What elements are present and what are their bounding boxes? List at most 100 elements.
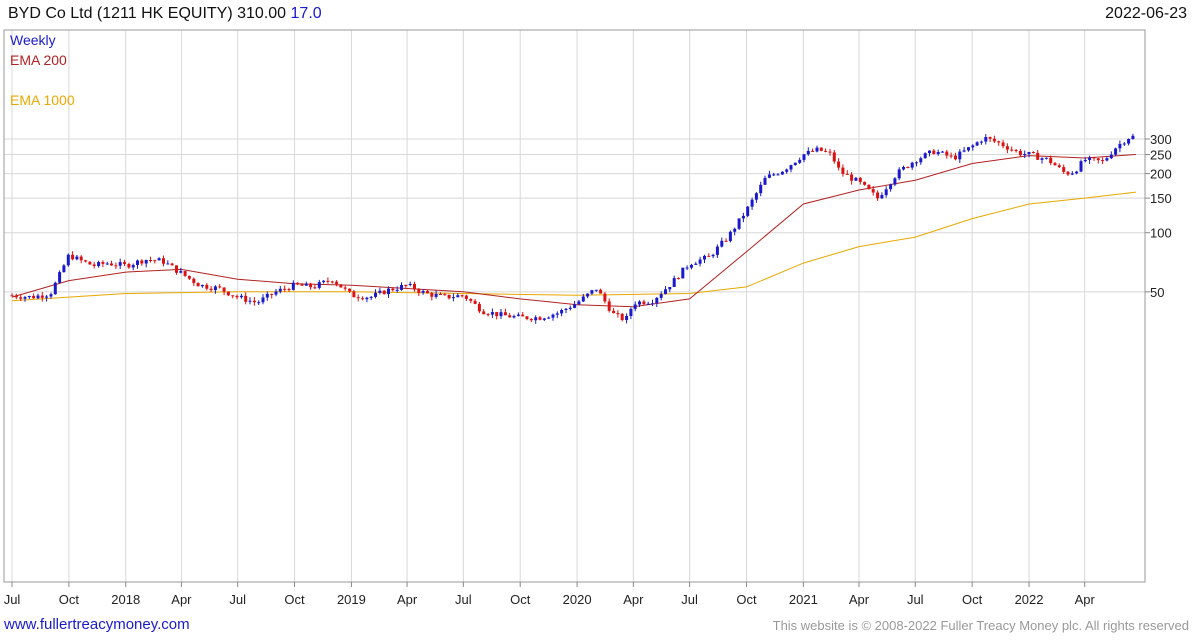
candle-body xyxy=(720,240,724,247)
candle-body xyxy=(586,293,590,297)
candle-body xyxy=(655,297,659,304)
candle-body xyxy=(690,264,693,268)
candle-body xyxy=(19,297,23,299)
candle-body xyxy=(612,310,616,314)
candle-body xyxy=(66,254,70,266)
candle-body xyxy=(330,281,334,283)
candle-body xyxy=(239,295,243,298)
candle-body xyxy=(928,150,931,154)
candle-body xyxy=(811,150,815,152)
candle-body xyxy=(893,178,897,185)
candle-body xyxy=(162,258,165,264)
candle-body xyxy=(915,162,918,164)
candle-body xyxy=(352,291,356,298)
candle-body xyxy=(863,181,867,185)
candle-body xyxy=(910,162,914,168)
candle-body xyxy=(144,260,148,264)
candle-body xyxy=(945,151,949,156)
site-link[interactable]: www.fullertreacymoney.com xyxy=(4,616,190,633)
candle-body xyxy=(356,297,360,299)
candle-body xyxy=(257,302,261,304)
candle-body xyxy=(71,254,75,260)
x-tick-label: Apr xyxy=(397,592,418,607)
candle-body xyxy=(291,282,295,290)
candle-body xyxy=(1005,146,1009,150)
x-axis-ticks: Jul Oct 2018 Apr Jul Oct 2019 Apr Jul Oct 2020 Apr J… xyxy=(4,582,1095,607)
candle-body xyxy=(490,312,494,315)
candle-body xyxy=(819,147,823,151)
ema200-line xyxy=(11,154,1137,308)
candle-body xyxy=(741,215,745,219)
candle-body xyxy=(378,290,382,293)
candle-body xyxy=(772,174,776,176)
candle-body xyxy=(1075,171,1079,174)
candle-body xyxy=(118,262,122,266)
candle-body xyxy=(157,258,161,261)
candle-body xyxy=(746,206,750,216)
candle-body xyxy=(733,228,737,232)
y-tick-label: 100 xyxy=(1150,226,1172,241)
candle-body xyxy=(941,151,944,153)
candle-body xyxy=(685,267,689,269)
x-tick-label: 2021 xyxy=(789,592,818,607)
candle-body xyxy=(984,137,988,142)
x-tick-label: 2019 xyxy=(337,592,366,607)
candle-body xyxy=(495,312,499,317)
candle-body xyxy=(313,287,317,289)
candle-body xyxy=(672,278,676,287)
candle-body xyxy=(884,189,888,196)
candle-body xyxy=(824,150,828,152)
candle-body xyxy=(84,260,88,262)
candle-body xyxy=(841,167,845,174)
candle-body xyxy=(187,275,191,279)
candle-body xyxy=(962,150,966,152)
y-tick-label: 50 xyxy=(1150,285,1164,300)
candle-body xyxy=(763,177,767,185)
candle-body xyxy=(170,263,174,266)
candle-body xyxy=(1092,157,1096,159)
candle-body xyxy=(668,287,672,290)
candle-body xyxy=(906,167,910,168)
candle-body xyxy=(542,318,546,320)
candle-body xyxy=(421,291,425,293)
candle-body xyxy=(231,295,235,297)
candle-body xyxy=(343,287,347,289)
candle-body xyxy=(802,154,806,160)
candle-body xyxy=(127,264,131,268)
candle-body xyxy=(1014,150,1018,151)
candle-body xyxy=(573,304,577,308)
candle-body xyxy=(365,297,369,300)
candle-body xyxy=(49,294,53,297)
candle-body xyxy=(175,265,178,273)
x-tick-label: Jul xyxy=(4,592,21,607)
candle-body xyxy=(759,184,763,194)
candle-body xyxy=(988,137,992,139)
candle-body xyxy=(248,300,252,302)
price-change: 17.0 xyxy=(290,5,322,22)
candle-body xyxy=(326,280,330,282)
candle-body xyxy=(828,151,832,153)
candle-body xyxy=(149,260,152,261)
x-tick-label: Jul xyxy=(907,592,924,607)
candle-body xyxy=(625,316,629,320)
candle-body xyxy=(361,298,365,300)
candle-body xyxy=(140,260,144,264)
candle-body xyxy=(767,174,771,178)
candle-body xyxy=(919,158,923,163)
candle-body xyxy=(581,296,585,302)
candle-body xyxy=(664,289,667,295)
candle-body xyxy=(1044,157,1048,159)
plot-frame xyxy=(3,29,1146,583)
ema1000-path xyxy=(11,191,1137,302)
candle-body xyxy=(36,295,40,299)
candle-body xyxy=(283,288,287,290)
candle-body xyxy=(525,316,529,319)
candle-body xyxy=(153,260,157,262)
candle-body xyxy=(443,294,447,296)
candle-body xyxy=(633,304,637,309)
y-tick-label: 250 xyxy=(1150,148,1172,163)
candle-body xyxy=(698,259,702,264)
candle-body xyxy=(1105,158,1109,161)
candle-body xyxy=(62,265,66,273)
candle-body xyxy=(296,282,300,285)
